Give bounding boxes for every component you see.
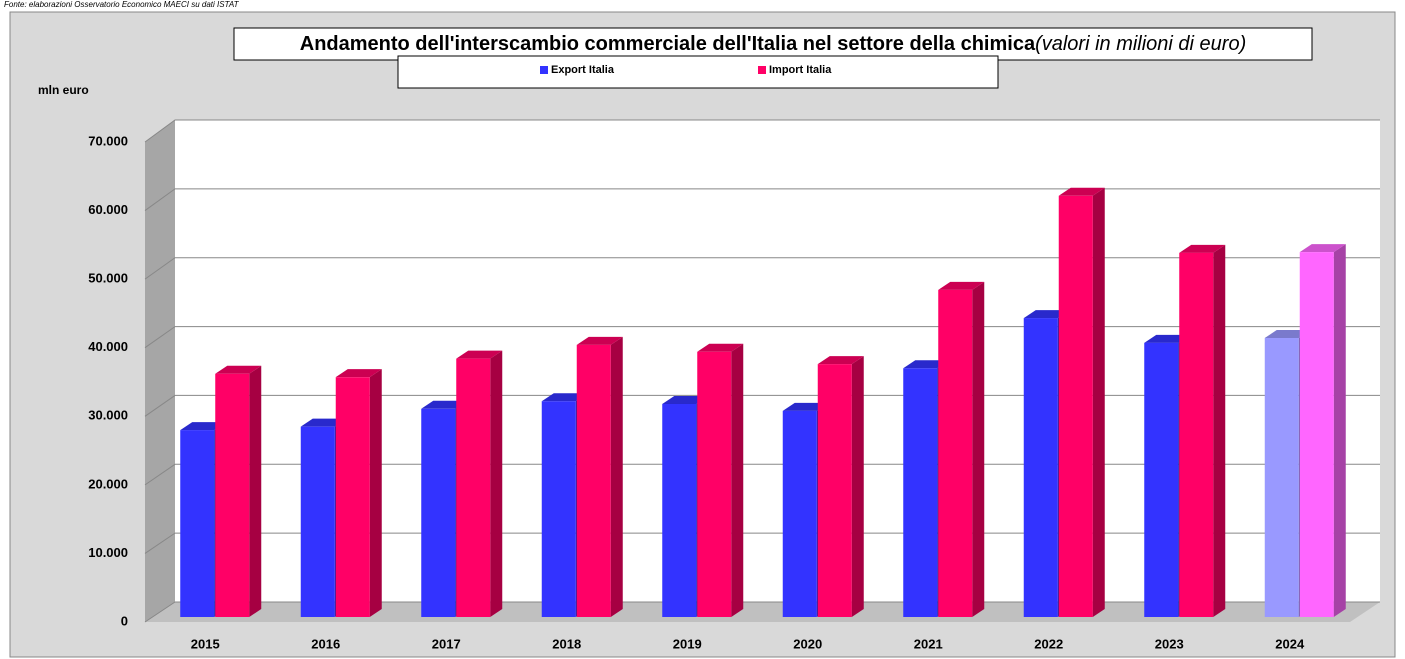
bar-front: [903, 368, 938, 617]
bar-front: [180, 430, 215, 617]
bar: [1058, 187, 1105, 617]
x-tick-label: 2023: [1155, 636, 1184, 651]
bar-side: [1333, 244, 1346, 617]
bar-side: [1092, 187, 1105, 617]
x-tick-label: 2015: [191, 636, 220, 651]
legend-label: Export Italia: [551, 64, 615, 76]
y-tick-label: 0: [121, 613, 128, 628]
bar-top: [421, 400, 468, 409]
grid-line: [144, 257, 1380, 280]
bar-top: [541, 393, 588, 402]
bar-front: [938, 289, 973, 617]
x-tick-label: 2024: [1275, 636, 1305, 651]
x-tick-label: 2019: [673, 636, 702, 651]
subtitle: (valori in milioni di euro): [1035, 33, 1246, 55]
x-tick-label: 2021: [914, 636, 943, 651]
bar-side: [851, 356, 864, 617]
bar-top: [1179, 244, 1226, 253]
bar-top: [903, 360, 950, 369]
bar-side: [249, 365, 262, 617]
bar-top: [1264, 330, 1311, 339]
x-tick-label: 2016: [311, 636, 340, 651]
bar-side: [1213, 244, 1226, 618]
bar-front: [697, 351, 732, 617]
bar-front: [1264, 338, 1299, 617]
bar-front: [541, 401, 576, 617]
grid-line: [144, 119, 1380, 143]
bar-top: [1058, 187, 1105, 196]
y-tick-label: 30.000: [88, 408, 128, 423]
bar: [335, 369, 382, 617]
bar-top: [662, 395, 709, 404]
bar-side: [490, 350, 503, 617]
legend-label: Import Italia: [769, 64, 832, 76]
y-tick-label: 10.000: [88, 545, 128, 560]
x-tick-label: 2022: [1034, 636, 1063, 651]
bar-top: [215, 365, 262, 374]
bar-front: [1023, 318, 1058, 617]
bar-side: [972, 281, 985, 617]
bar-front: [1058, 195, 1093, 617]
bar: [938, 281, 985, 617]
bar: [697, 343, 744, 617]
bar-front: [817, 364, 852, 617]
bar: [576, 336, 623, 617]
bar-side: [731, 343, 744, 617]
bar-top: [335, 369, 382, 378]
bar: [817, 356, 864, 617]
bar-top: [1299, 244, 1346, 253]
bar-side: [610, 336, 623, 617]
title-box: [233, 27, 1313, 61]
bar-top: [817, 356, 864, 365]
y-tick-label: 40.000: [88, 339, 128, 354]
bar-front: [1144, 342, 1179, 617]
bar-top: [697, 343, 744, 352]
bar-front: [335, 377, 370, 617]
x-tick-label: 2017: [432, 636, 461, 651]
bar-front: [456, 358, 491, 617]
bar-front: [215, 373, 250, 617]
bar-side: [369, 369, 382, 617]
bar: [1299, 244, 1346, 617]
bar-front: [576, 344, 611, 617]
side-wall: [145, 120, 175, 622]
bar-front: [782, 410, 817, 617]
title: Andamento dell'interscambio commerciale …: [300, 33, 1036, 55]
bar-front: [421, 408, 456, 617]
bar-top: [456, 350, 503, 359]
bar-top: [1023, 310, 1070, 319]
y-axis-label: mln euro: [38, 83, 89, 97]
bar: [215, 365, 262, 617]
grid-line: [144, 188, 1380, 211]
bar-front: [1179, 252, 1214, 618]
legend-swatch: [758, 66, 766, 74]
x-tick-label: 2018: [552, 636, 581, 651]
bar-top: [938, 281, 985, 290]
y-tick-label: 50.000: [88, 271, 128, 286]
bar-top: [300, 418, 347, 427]
bar-front: [300, 426, 335, 617]
bar-top: [1144, 334, 1191, 343]
y-tick-label: 20.000: [88, 476, 128, 491]
y-tick-label: 60.000: [88, 202, 128, 217]
bar-front: [1299, 252, 1334, 617]
source: Fonte: elaborazioni Osservatorio Economi…: [4, 0, 240, 9]
bar-top: [180, 422, 227, 431]
x-tick-label: 2020: [793, 636, 822, 651]
bar: [456, 350, 503, 617]
bar-front: [662, 403, 697, 617]
bar-top: [576, 336, 623, 345]
y-tick-label: 70.000: [88, 133, 128, 148]
bar: [1179, 244, 1226, 618]
legend-swatch: [540, 66, 548, 74]
legend: [397, 55, 999, 89]
chart-title: Andamento dell'interscambio commerciale …: [300, 33, 1247, 55]
bar-top: [782, 402, 829, 411]
